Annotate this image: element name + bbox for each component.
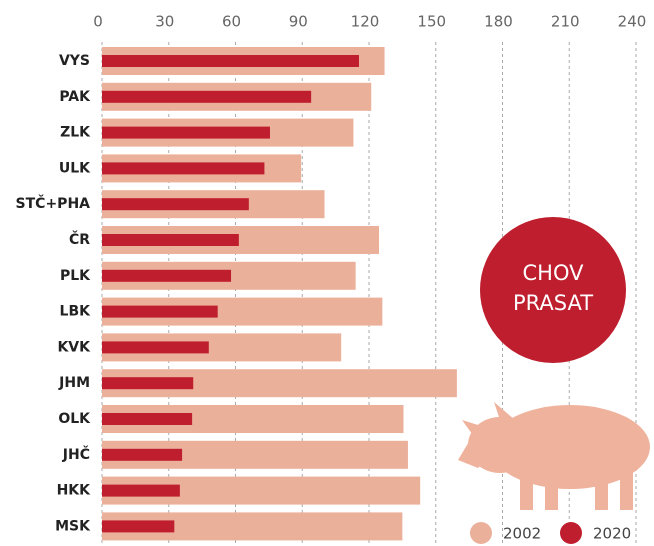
bar	[102, 306, 218, 318]
y-tick-label: PLK	[60, 268, 91, 284]
y-tick-label: HKK	[57, 483, 92, 499]
legend: 2002 2020	[470, 522, 631, 544]
bar	[102, 127, 270, 139]
legend-swatch	[470, 522, 492, 544]
x-tick-label: 210	[551, 13, 580, 31]
bar	[102, 485, 180, 497]
x-tick-label: 180	[484, 13, 513, 31]
y-tick-label: ČR	[69, 230, 90, 248]
x-tick-label: 120	[351, 13, 380, 31]
badge-text: CHOV	[523, 261, 585, 285]
y-tick-label: ZLK	[60, 125, 91, 141]
legend-label: 2020	[593, 525, 631, 543]
y-tick-label: OLK	[58, 411, 91, 427]
bar	[102, 413, 192, 425]
chart: CHOV PRASAT 2002 2020 0 30 60 90 120 150 180 210…	[0, 0, 654, 546]
badge-circle	[480, 217, 626, 363]
x-tick-label: 240	[618, 13, 647, 31]
x-tick-label: 60	[222, 13, 241, 31]
x-tick-label: 150	[417, 13, 446, 31]
y-tick-label: LBK	[60, 304, 92, 320]
bar	[102, 341, 209, 353]
bar	[102, 377, 193, 389]
bar	[102, 91, 311, 103]
x-tick-label: 90	[289, 13, 308, 31]
y-tick-label: JHČ	[62, 445, 90, 463]
pig-icon	[458, 402, 650, 510]
bar	[102, 55, 359, 67]
bar	[102, 449, 182, 461]
x-tick-label: 0	[93, 13, 103, 31]
bar	[102, 162, 264, 174]
y-tick-label: PAK	[59, 89, 91, 105]
y-tick-label: ULK	[59, 160, 91, 176]
y-tick-label: VYS	[59, 53, 90, 69]
y-tick-label: KVK	[57, 339, 91, 355]
legend-swatch	[560, 522, 582, 544]
bar	[102, 198, 249, 210]
badge-text: PRASAT	[513, 291, 593, 315]
bars	[102, 47, 457, 540]
legend-label: 2002	[503, 525, 541, 543]
bar	[102, 520, 174, 532]
y-tick-label: JHM	[58, 375, 90, 391]
y-tick-label: MSK	[55, 518, 91, 534]
bar	[102, 234, 239, 246]
y-tick-label: STČ+PHA	[16, 194, 91, 212]
bar	[102, 270, 231, 282]
x-tick-label: 30	[155, 13, 174, 31]
